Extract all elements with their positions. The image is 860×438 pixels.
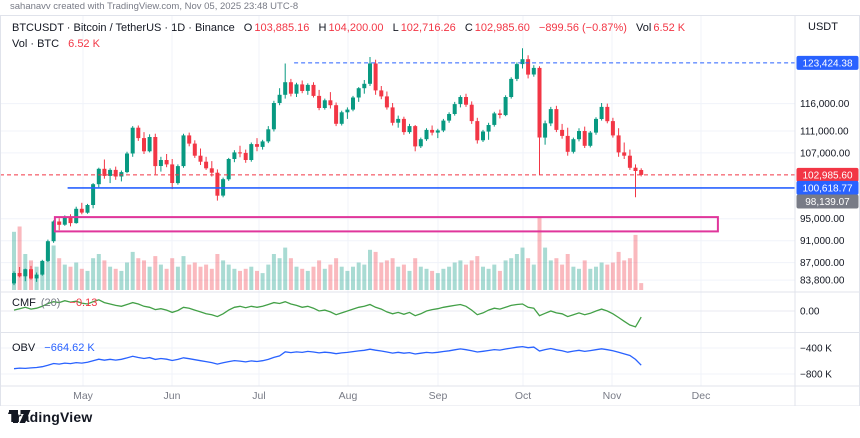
grid [0, 16, 795, 386]
svg-text:May: May [73, 390, 94, 402]
cmf-plot [13, 299, 642, 328]
symbol-legend: BTCUSDT · Bitcoin / TetherUS · 1D · Bina… [12, 21, 685, 35]
ohlc-close-value: 102,985.60 [474, 22, 530, 34]
svg-text:116,000.00: 116,000.00 [800, 99, 850, 110]
ohlc-close-label: C [464, 22, 473, 34]
svg-text:Sep: Sep [429, 390, 448, 402]
chart-canvas[interactable]: 116,000.00 111,000.00 107,000.00 95,000.00 9… [0, 0, 860, 406]
obv-title[interactable]: OBV [12, 342, 36, 354]
svg-text:100,618.77: 100,618.77 [802, 183, 852, 194]
price-badges: 123,424.38 102,985.60 100,618.77 98,139.07 [796, 55, 859, 209]
svg-text:Jun: Jun [164, 390, 181, 402]
obv-line [13, 345, 642, 370]
svg-text:87,000.00: 87,000.00 [800, 258, 845, 269]
price-axis-currency[interactable]: USDT [808, 21, 838, 33]
cmf-title[interactable]: CMF [12, 297, 36, 309]
price-badge [796, 55, 859, 70]
svg-text:123,424.38: 123,424.38 [802, 58, 852, 69]
obv-value: −664.62 K [44, 342, 95, 354]
tradingview-logo-icon[interactable] [8, 409, 32, 426]
price-badge [796, 194, 859, 209]
price-badge [796, 180, 859, 195]
svg-text:−400 K: −400 K [800, 344, 832, 355]
candles[interactable] [12, 48, 644, 286]
obv-plot [13, 345, 642, 370]
svg-text:102,985.60: 102,985.60 [802, 170, 852, 181]
ohlc-low-value: 102,716.26 [400, 22, 456, 34]
ohlc-low-label: L [392, 22, 399, 34]
volume-row-label[interactable]: Vol · BTC [12, 38, 60, 50]
price-axis[interactable]: 116,000.00 111,000.00 107,000.00 95,000.00 9… [800, 99, 850, 380]
svg-text:−800 K: −800 K [800, 370, 832, 381]
ohlc-change: −899.56 (−0.87%) [538, 22, 627, 34]
borders [0, 15, 860, 406]
svg-text:Dec: Dec [692, 390, 711, 402]
svg-text:Jul: Jul [252, 390, 265, 402]
cmf-legend: CMF (20) −0.13 [12, 296, 97, 310]
svg-text:Nov: Nov [603, 390, 622, 402]
svg-text:0.00: 0.00 [800, 307, 820, 318]
volume-legend: Vol · BTC 6.52 K [12, 37, 100, 51]
price-badge [796, 167, 859, 182]
svg-text:111,000.00: 111,000.00 [800, 127, 849, 138]
svg-text:91,000.00: 91,000.00 [800, 236, 845, 247]
cmf-params: (20) [40, 297, 61, 309]
svg-text:98,139.07: 98,139.07 [805, 197, 850, 208]
cmf-line [13, 299, 642, 328]
svg-text:95,000.00: 95,000.00 [800, 214, 845, 225]
support-zone-box [53, 216, 719, 233]
svg-text:107,000.00: 107,000.00 [800, 148, 850, 159]
svg-text:83,800.00: 83,800.00 [800, 276, 845, 287]
attribution-text: sahanavv created with TradingView.com, N… [10, 1, 299, 12]
volume-row-value: 6.52 K [68, 38, 100, 50]
volume-label: Vol [636, 22, 652, 34]
ohlc-open-label: O [243, 22, 253, 34]
obv-legend: OBV −664.62 K [12, 341, 95, 355]
ohlc-high-label: H [318, 22, 327, 34]
ohlc-open-value: 103,885.16 [254, 22, 310, 34]
svg-text:Aug: Aug [339, 390, 358, 402]
volume-value: 6.52 K [653, 22, 686, 34]
cmf-value: −0.13 [69, 297, 98, 309]
volume-bars [12, 218, 644, 290]
drawings[interactable] [0, 62, 795, 233]
footer: TradingView [8, 409, 92, 425]
time-axis[interactable]: May Jun Jul Aug Sep Oct Nov Dec [73, 390, 710, 402]
symbol-title[interactable]: BTCUSDT · Bitcoin / TetherUS · 1D · Bina… [12, 22, 235, 34]
ohlc-high-value: 104,200.00 [328, 22, 384, 34]
svg-text:Oct: Oct [515, 390, 531, 402]
